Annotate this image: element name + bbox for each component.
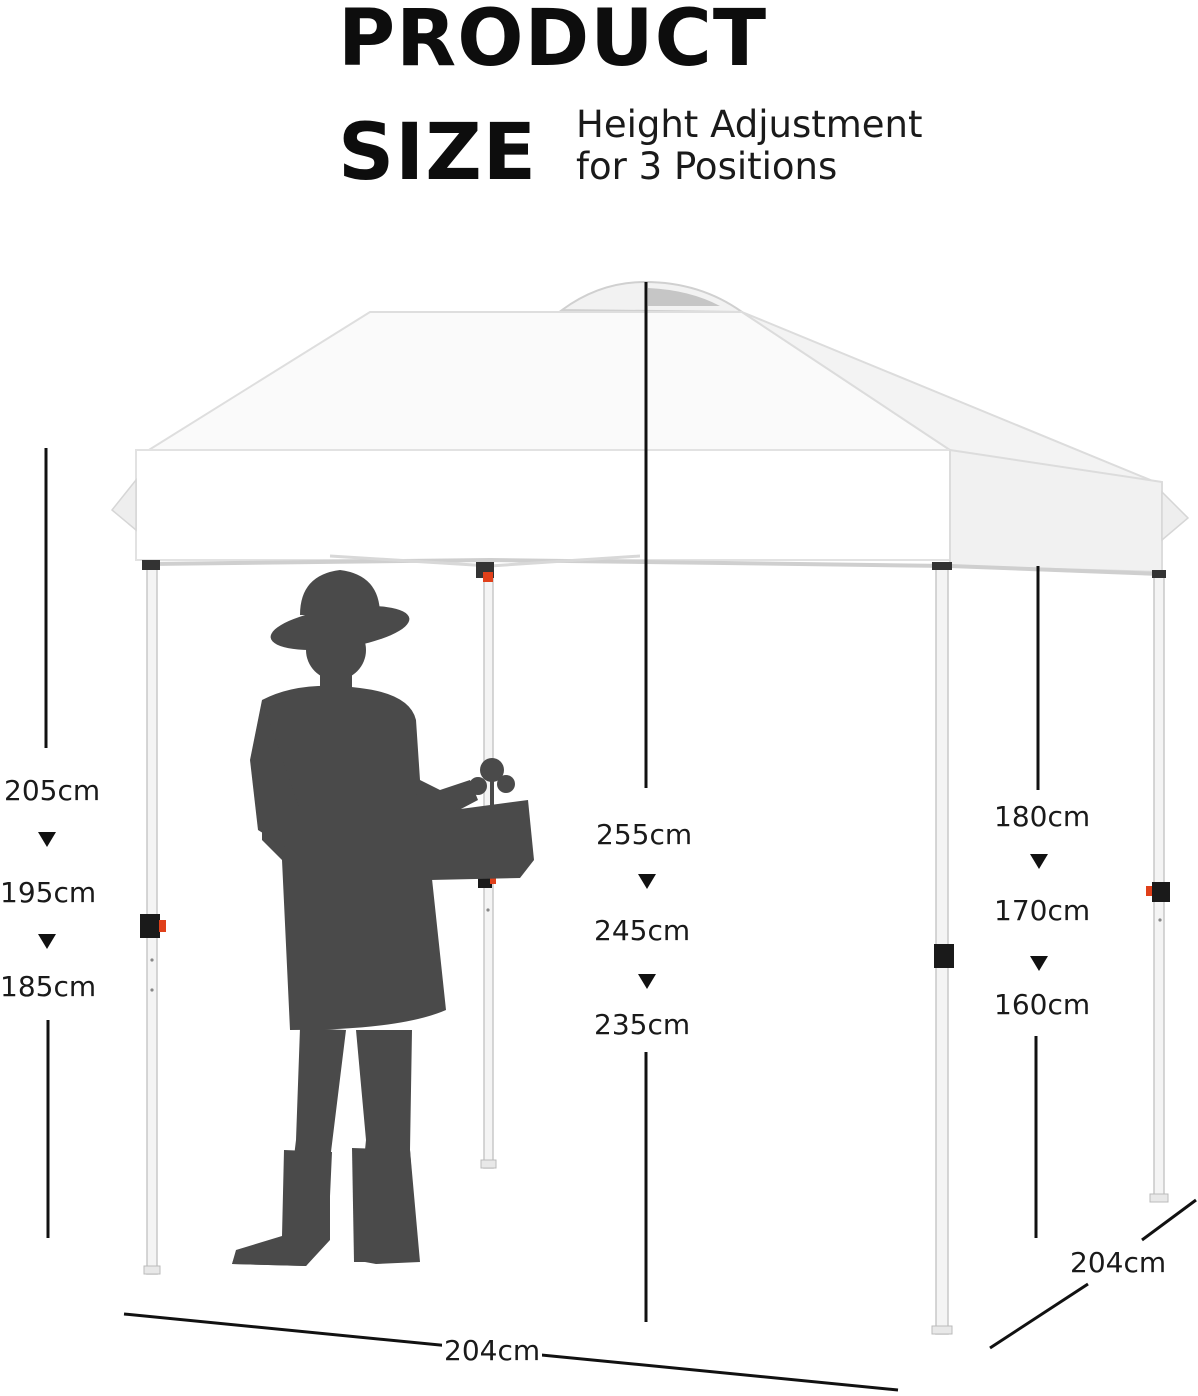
- down-triangle-icon: [638, 974, 656, 989]
- down-triangle-icon: [638, 874, 656, 889]
- person-silhouette-icon: [232, 570, 534, 1266]
- peak-height-3: 235cm: [594, 1008, 691, 1041]
- title-size: SIZE: [338, 108, 538, 198]
- canopy-valance-front: [135, 449, 951, 561]
- down-triangle-icon: [38, 934, 56, 949]
- subtitle-line-2: for 3 Positions: [576, 145, 838, 188]
- subtitle: Height Adjustment for 3 Positions: [576, 104, 923, 188]
- peak-height-1: 255cm: [596, 818, 693, 851]
- subtitle-line-1: Height Adjustment: [576, 103, 923, 146]
- depth-label: 204cm: [1070, 1246, 1167, 1279]
- depth-line-top: [1141, 1198, 1197, 1242]
- overall-height-1: 205cm: [4, 774, 101, 807]
- overall-height-3: 185cm: [0, 970, 97, 1003]
- overall-height-2: 195cm: [0, 876, 97, 909]
- eave-height-3: 160cm: [994, 988, 1091, 1021]
- down-triangle-icon: [1030, 854, 1048, 869]
- eave-height-1: 180cm: [994, 800, 1091, 833]
- depth-line-bottom: [989, 1282, 1089, 1350]
- leg-lock-front-right: [934, 944, 954, 968]
- canopy-valance-side: [949, 448, 1163, 574]
- width-label: 204cm: [442, 1334, 543, 1367]
- peak-height-2: 245cm: [594, 914, 691, 947]
- title-product: PRODUCT: [338, 0, 768, 84]
- down-triangle-icon: [1030, 956, 1048, 971]
- leg-lock-front-left: [140, 914, 166, 938]
- leg-lock-back-right: [1146, 882, 1170, 902]
- down-triangle-icon: [38, 832, 56, 847]
- eave-height-2: 170cm: [994, 894, 1091, 927]
